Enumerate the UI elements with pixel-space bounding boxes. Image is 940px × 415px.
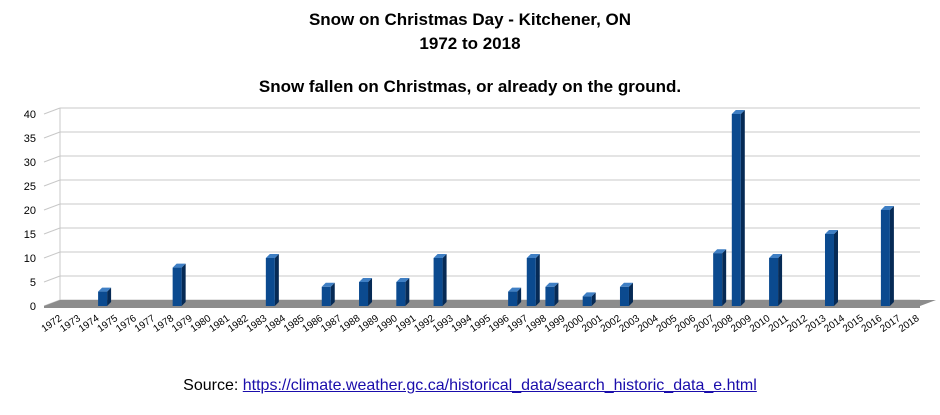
- bar-top: [172, 263, 186, 268]
- bar-side: [330, 282, 335, 306]
- source-label: Source:: [183, 377, 239, 394]
- bar: [359, 282, 369, 306]
- bar-side: [740, 110, 745, 306]
- bar: [731, 114, 741, 306]
- bar-side: [442, 254, 447, 306]
- bar-top: [433, 254, 447, 258]
- y-tick-label: 20: [24, 205, 36, 217]
- bar: [526, 258, 536, 306]
- gridline-side: [43, 155, 61, 163]
- chart-title: Snow on Christmas Day - Kitchener, ON: [308, 10, 632, 29]
- bar-side: [554, 282, 559, 306]
- y-tick-label: 40: [24, 109, 36, 121]
- y-tick-label: 0: [30, 301, 36, 313]
- bar: [824, 234, 834, 306]
- chart-subtitle: Snow fallen on Christmas, or already on …: [258, 77, 682, 96]
- chart-title-years: 1972 to 2018: [419, 34, 521, 53]
- bar-top: [619, 282, 633, 287]
- y-tick-label: 5: [30, 277, 36, 289]
- bar-top: [545, 282, 559, 287]
- bar-side: [405, 278, 410, 306]
- bar: [265, 258, 275, 306]
- bar-top: [769, 254, 783, 258]
- bar: [713, 253, 723, 306]
- bar-top: [265, 254, 279, 258]
- bar: [321, 286, 331, 306]
- bar-top: [359, 278, 373, 282]
- bar-side: [107, 287, 112, 306]
- bar: [545, 286, 555, 306]
- x-tick-label: 2018: [897, 313, 922, 335]
- y-tick-label: 15: [24, 229, 36, 241]
- bar: [880, 210, 890, 306]
- bar: [508, 291, 518, 306]
- bar-top: [98, 287, 112, 292]
- bar: [98, 291, 108, 306]
- gridline-side: [43, 131, 61, 139]
- bar-side: [274, 254, 279, 306]
- bar: [172, 267, 182, 306]
- bar: [582, 296, 592, 306]
- bar-top: [526, 254, 540, 258]
- bar: [619, 286, 629, 306]
- bar: [433, 258, 443, 306]
- source-line: Source: https://climate.weather.gc.ca/hi…: [0, 376, 940, 396]
- gridline-side: [43, 251, 61, 259]
- bar-side: [778, 254, 783, 306]
- bar-top: [396, 278, 410, 282]
- bar-side: [722, 249, 727, 306]
- bar-top: [713, 249, 727, 254]
- bar-side: [181, 263, 186, 306]
- bar-top: [321, 282, 335, 287]
- bar-side: [628, 282, 633, 306]
- y-tick-label: 10: [24, 253, 36, 265]
- gridline-side: [43, 227, 61, 235]
- bar-top: [582, 292, 596, 297]
- source-link[interactable]: https://climate.weather.gc.ca/historical…: [242, 377, 757, 394]
- y-tick-label: 30: [24, 157, 36, 169]
- bar-top: [880, 206, 894, 210]
- bar-top: [508, 287, 522, 292]
- bar: [396, 282, 406, 306]
- y-tick-label: 35: [24, 133, 36, 145]
- bar-side: [833, 230, 838, 306]
- y-tick-label: 25: [24, 181, 36, 193]
- bar-side: [368, 278, 373, 306]
- bar-chart: 0510152025303540197219731974197519761977…: [24, 107, 936, 335]
- gridline-side: [43, 179, 61, 187]
- bar-side: [591, 292, 596, 306]
- gridline-side: [43, 275, 61, 283]
- bar-top: [824, 230, 838, 234]
- gridline-side: [43, 203, 61, 211]
- bar-side: [889, 206, 894, 306]
- bar-side: [517, 287, 522, 306]
- bar-top: [731, 110, 745, 114]
- bar-side: [535, 254, 540, 306]
- bar: [769, 258, 779, 306]
- gridline-side: [43, 107, 61, 115]
